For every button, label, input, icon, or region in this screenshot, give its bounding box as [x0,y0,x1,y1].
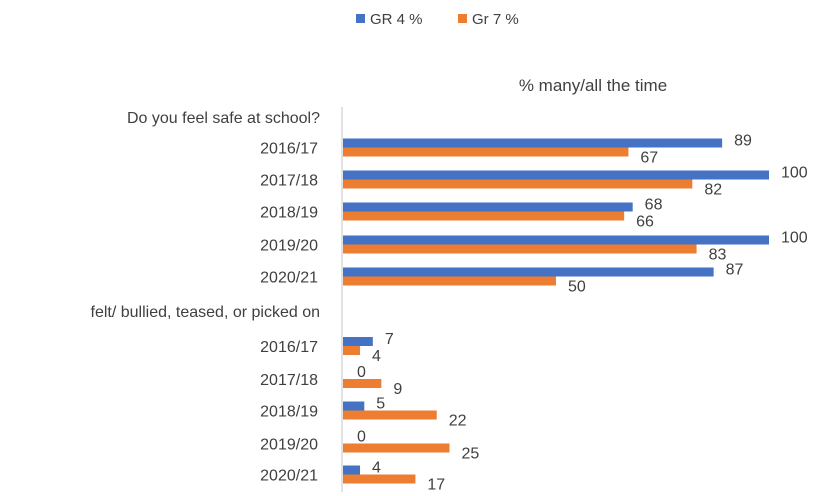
category-label: 2020/21 [260,270,318,287]
data-label: 17 [427,477,445,494]
legend-swatch-1 [356,14,365,23]
data-label: 9 [393,381,402,398]
data-label: 66 [636,214,654,231]
data-label: 67 [640,150,658,167]
bar-gr4 [343,337,373,346]
data-label: 100 [781,165,808,182]
category-label: 2019/20 [260,238,318,255]
bar-gr4 [343,267,714,277]
bar-gr7 [343,179,693,189]
data-label: 0 [357,429,366,446]
data-label: 68 [645,197,663,214]
bar-gr4 [343,465,361,475]
bar-gr4 [343,170,769,180]
data-label: 100 [781,230,808,247]
group-label-1: Do you feel safe at school? [127,110,320,127]
legend-label-2: Gr 7 % [472,11,519,28]
category-label: 2016/17 [260,339,318,356]
bar-gr4 [343,202,633,212]
bar-gr7 [343,474,416,484]
bar-gr4 [343,138,723,148]
legend: GR 4 % Gr 7 % [356,11,519,28]
category-label: 2019/20 [260,437,318,454]
data-label: 82 [704,182,722,199]
bar-gr7 [343,410,437,420]
bar-gr7 [343,276,556,286]
data-label: 87 [726,262,744,279]
data-label: 5 [376,396,385,413]
data-label: 7 [385,331,394,348]
bar-gr4 [343,235,769,245]
category-label: 2017/18 [260,372,318,389]
category-label: 2016/17 [260,141,318,158]
data-label: 4 [372,348,381,365]
bar-gr4 [343,401,365,411]
legend-label-1: GR 4 % [370,11,423,28]
bar-gr7 [343,147,629,157]
chart-subtitle: % many/all the time [519,76,667,95]
bar-gr7 [343,211,625,221]
bar-gr7 [343,379,382,388]
plot-area: Do you feel safe at school? 2016/17 89 67 20… [91,110,808,494]
data-label: 25 [462,446,480,463]
legend-swatch-2 [458,14,467,23]
data-label: 83 [709,247,727,264]
data-label: 0 [357,364,366,381]
bar-gr7 [343,244,697,254]
bar-gr7 [343,443,450,453]
bar-gr7 [343,346,361,355]
data-label: 89 [734,133,752,150]
data-label: 50 [568,279,586,296]
category-label: 2017/18 [260,173,318,190]
category-label: 2020/21 [260,468,318,485]
group-label-2: felt/ bullied, teased, or picked on [91,304,320,321]
data-label: 4 [372,460,381,477]
category-label: 2018/19 [260,205,318,222]
data-label: 22 [449,413,467,430]
category-label: 2018/19 [260,404,318,421]
